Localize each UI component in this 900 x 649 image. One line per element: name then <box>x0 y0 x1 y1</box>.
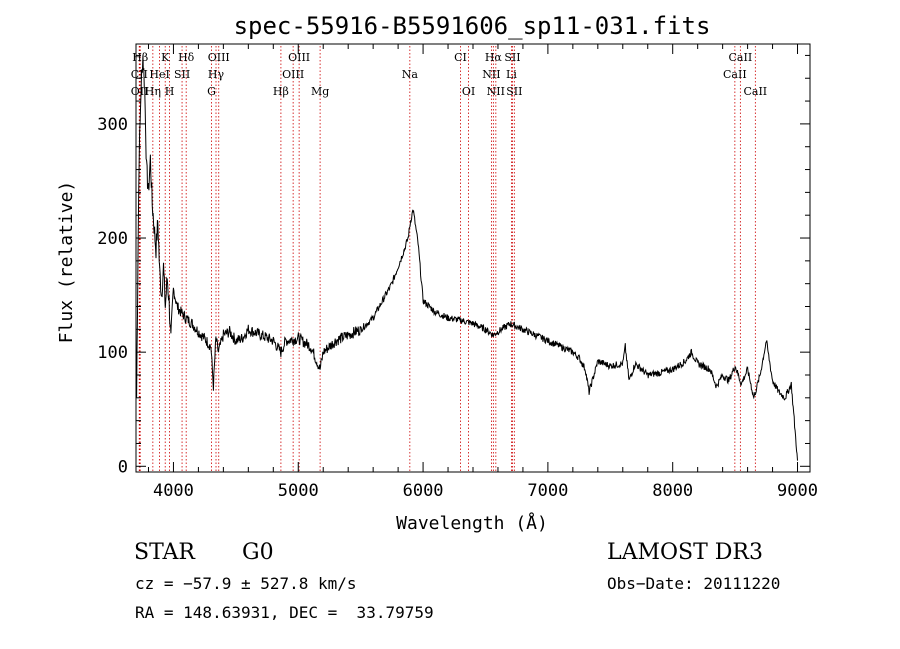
x-tick-label: 8000 <box>652 481 693 501</box>
y-tick-label: 200 <box>97 229 128 249</box>
plot-frame <box>135 43 811 473</box>
spectral-line-label: Hδ <box>178 51 195 64</box>
spectral-line-label: CII <box>131 68 148 81</box>
spectral-line-label: Hα <box>485 51 503 64</box>
coordinates: RA = 148.63931, DEC = 33.79759 <box>135 603 434 622</box>
survey-name: LAMOST DR3 <box>607 540 763 565</box>
spectral-line-label: CaII <box>729 51 753 64</box>
spectral-line-label: CaII <box>723 68 747 81</box>
spectral-line-label: Hβ <box>273 85 289 98</box>
spectral-line-label: CI <box>454 51 467 64</box>
spectral-line-label: OIII <box>282 68 304 81</box>
spectral-line-label: OIII <box>288 51 310 64</box>
spectral-line-label: OI <box>462 85 475 98</box>
spectral-line-label: OIII <box>208 51 230 64</box>
x-tick-label: 7000 <box>527 481 568 501</box>
object-subclass: G0 <box>242 540 274 565</box>
x-tick-label: 5000 <box>278 481 319 501</box>
x-axis-label: Wavelength (Å) <box>396 512 548 534</box>
spectral-line-label: Hη <box>145 85 161 98</box>
flux-line <box>136 55 798 461</box>
spectral-line-label: NII <box>487 85 505 98</box>
x-tick-label: 6000 <box>403 481 444 501</box>
y-axis: 0 100 200 300 <box>97 54 810 477</box>
redshift-velocity: cz = −57.9 ± 527.8 km/s <box>135 574 357 593</box>
object-class: STAR <box>134 540 195 565</box>
spectral-line-label: HeI <box>149 68 169 81</box>
spectral-line-label: Hγ <box>208 68 225 81</box>
spectral-line-label: Hβ <box>132 51 148 64</box>
spectral-line-label: SII <box>506 85 522 98</box>
x-tick-label: 9000 <box>777 481 818 501</box>
y-axis-label: Flux (relative) <box>56 181 77 344</box>
observation-date: Obs−Date: 20111220 <box>607 574 781 593</box>
spectral-line-label: H <box>165 85 175 98</box>
spectral-line-markers <box>138 46 756 472</box>
chart-title: spec-55916-B5591606_sp11-031.fits <box>234 12 711 40</box>
spectral-line-label: NII <box>482 68 500 81</box>
spectral-line-label: G <box>207 85 216 98</box>
spectral-line-label: K <box>161 51 170 64</box>
y-tick-label: 100 <box>97 343 128 363</box>
spectral-line-labels: HβCIIOIIHηHeIKHSIIHδGHγOIIIHβOIIIOIIIMgN… <box>131 51 767 98</box>
x-axis: 4000 5000 6000 7000 8000 9000 <box>147 44 818 501</box>
spectral-line-label: Mg <box>311 85 329 98</box>
y-tick-label: 300 <box>97 115 128 135</box>
spectral-line-label: Na <box>402 68 419 81</box>
spectral-line-label: SII <box>504 51 520 64</box>
spectral-line-label: SII <box>174 68 190 81</box>
y-tick-label: 0 <box>118 457 128 477</box>
x-tick-label: 4000 <box>153 481 194 501</box>
spectral-line-label: CaII <box>743 85 767 98</box>
spectral-line-label: Li <box>506 68 517 81</box>
